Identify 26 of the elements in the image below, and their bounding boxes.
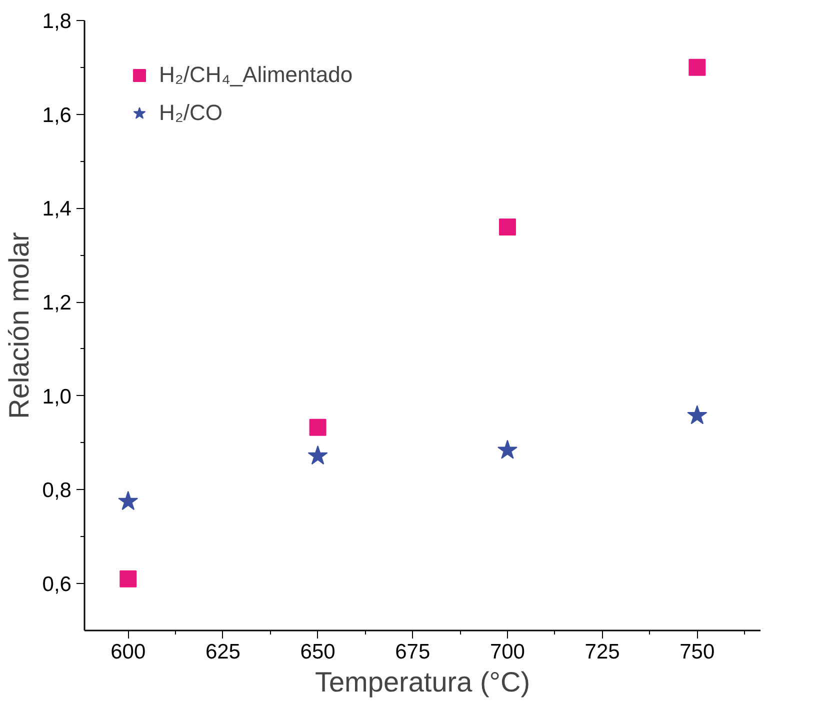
point	[498, 218, 516, 236]
point	[687, 405, 708, 424]
point	[308, 445, 328, 465]
point	[688, 58, 706, 76]
x-tick-label: 750	[680, 640, 715, 664]
x-axis-title: Temperatura (°C)	[314, 666, 530, 698]
y-tick-label: 1,0	[42, 385, 72, 408]
point	[497, 440, 518, 459]
y-tick-label: 0,6	[42, 573, 72, 596]
x-tick-label: 725	[584, 640, 620, 664]
point	[118, 490, 138, 510]
legend-label: H₂/CO	[159, 100, 223, 126]
y-tick-label: 1,8	[42, 10, 72, 33]
x-tick-label: 625	[205, 640, 240, 664]
y-tick-label: 1,2	[42, 292, 72, 315]
x-tick-label: 650	[300, 640, 336, 664]
y-tick-label: 1,4	[42, 198, 72, 221]
y-tick-label: 1,6	[42, 104, 72, 127]
legend-label: H₂/CH₄_Alimentado	[159, 62, 353, 88]
y-tick-label: 0,8	[42, 479, 72, 502]
y-axis-title: Relación molar	[3, 232, 34, 419]
point	[309, 418, 326, 436]
x-tick-label: 700	[490, 640, 525, 664]
x-tick-label: 600	[110, 640, 146, 664]
x-tick-label: 675	[395, 640, 430, 664]
point	[120, 570, 137, 588]
